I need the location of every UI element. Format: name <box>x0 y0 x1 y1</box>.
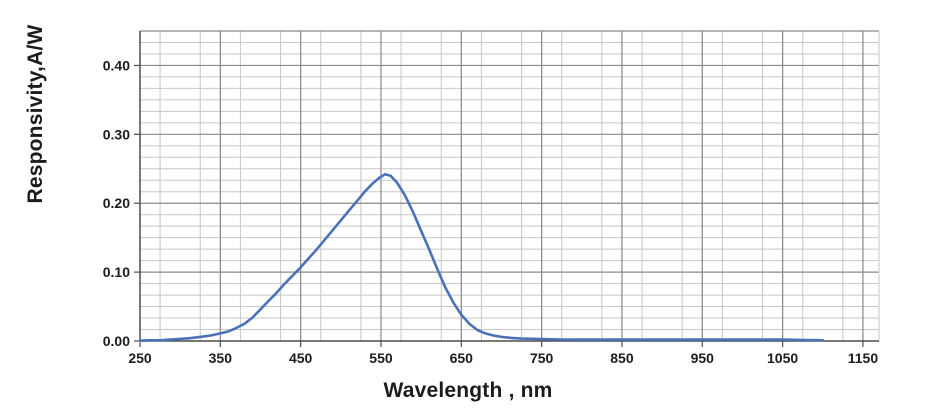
y-tick-label: 0.10 <box>103 264 130 280</box>
x-tick-label: 850 <box>610 350 634 366</box>
x-tick-label: 250 <box>128 350 152 366</box>
x-tick-label: 1150 <box>848 350 879 366</box>
x-tick-label: 650 <box>450 350 474 366</box>
responsivity-curve <box>138 173 825 342</box>
x-tick-label: 950 <box>691 350 715 366</box>
y-axis-title: Responsivity,A/W <box>24 24 47 204</box>
x-tick-label: 550 <box>369 350 393 366</box>
x-tick-label: 1050 <box>767 350 798 366</box>
y-tick-label: 0.30 <box>103 126 130 142</box>
x-tick-label: 750 <box>530 350 554 366</box>
y-tick-label: 0.00 <box>103 333 130 349</box>
x-axis-title: Wavelength , nm <box>383 379 553 402</box>
y-tick-label: 0.40 <box>103 57 130 73</box>
y-tick-label: 0.20 <box>103 195 130 211</box>
x-tick-label: 350 <box>209 350 233 366</box>
x-tick-label: 450 <box>289 350 313 366</box>
